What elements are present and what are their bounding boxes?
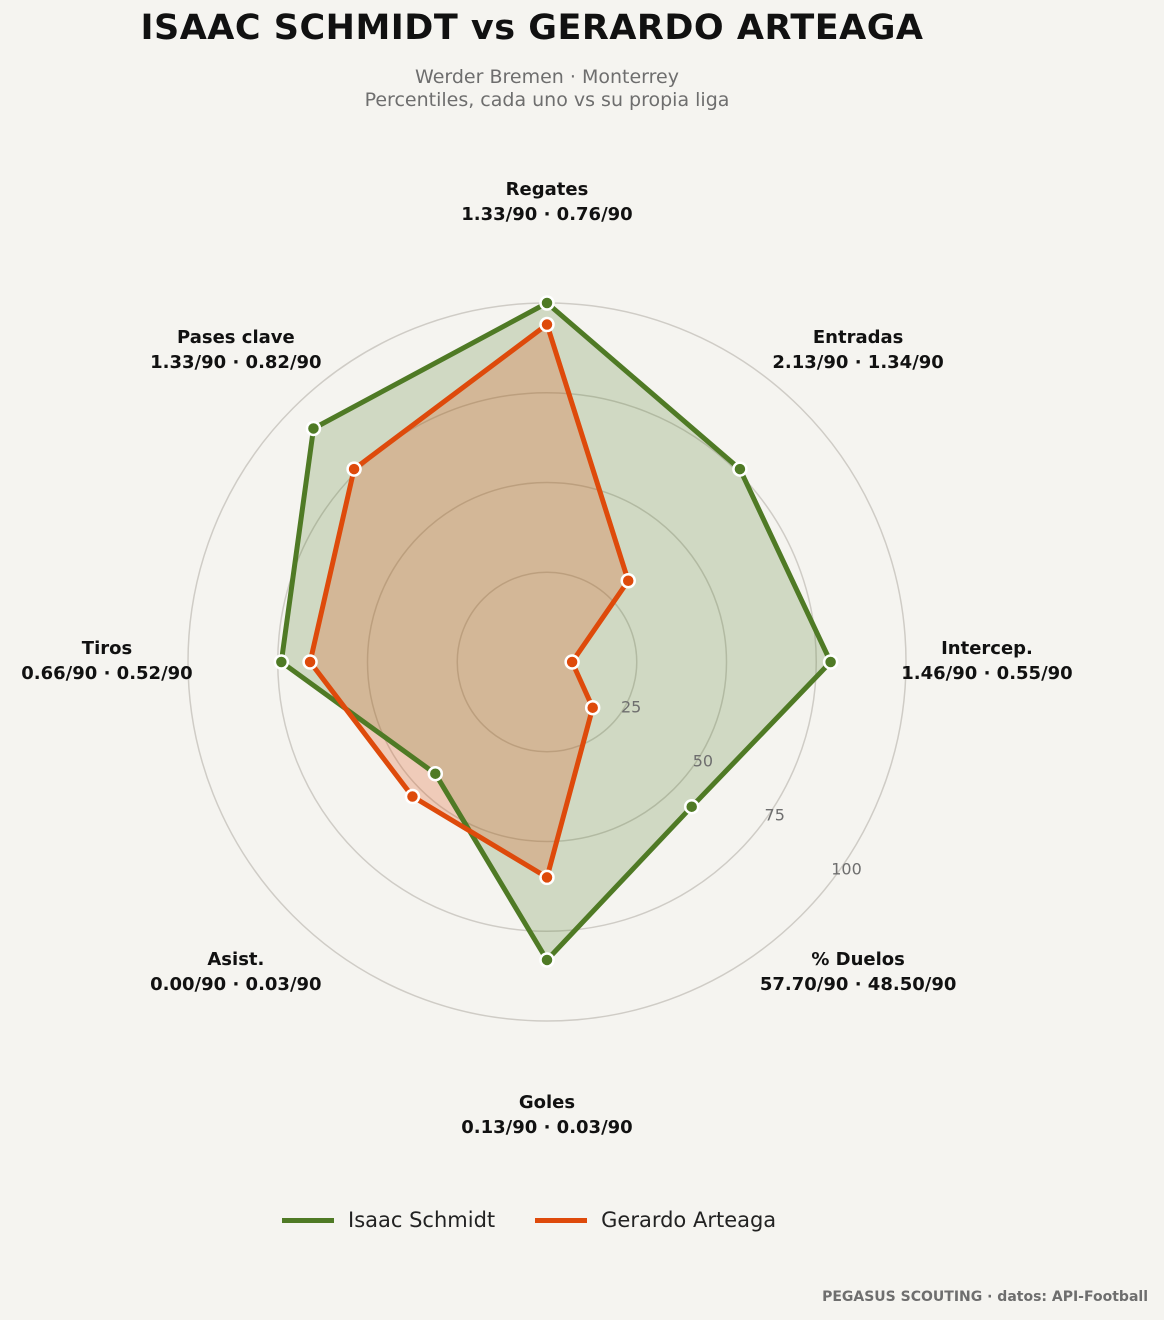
series-2-point-8 <box>346 461 362 477</box>
grid-ring-25 <box>456 571 638 753</box>
axis-label-6: Asist. <box>207 949 264 970</box>
footer-credit: PEGASUS SCOUTING · datos: API-Football <box>822 1289 1148 1305</box>
chart-legend: Isaac Schmidt Gerardo Arteaga <box>282 1208 816 1232</box>
series-1-point-3 <box>822 654 839 670</box>
series-2-point-1 <box>539 316 555 333</box>
axis-values-2: 2.13/90 · 1.34/90 <box>772 352 943 373</box>
legend-item-series-2: Gerardo Arteaga <box>535 1208 776 1232</box>
axis-label-1: Regates <box>506 179 589 200</box>
ring-tick-label-75: 75 <box>765 805 785 824</box>
series-1-point-6 <box>427 765 444 782</box>
legend-swatch-series-1 <box>282 1217 334 1223</box>
legend-label-series-1: Isaac Schmidt <box>348 1208 496 1232</box>
series-1-point-5 <box>539 952 555 968</box>
axis-values-1: 1.33/90 · 0.76/90 <box>461 204 632 225</box>
axis-label-5: Goles <box>519 1092 575 1113</box>
series-2-point-5 <box>539 869 555 886</box>
axis-values-8: 1.33/90 · 0.82/90 <box>150 352 321 373</box>
subtitle-description: Percentiles, cada uno vs su propia liga <box>364 89 730 111</box>
axis-values-6: 0.00/90 · 0.03/90 <box>150 974 321 995</box>
legend-item-series-1: Isaac Schmidt <box>282 1208 495 1232</box>
axis-values-7: 0.66/90 · 0.52/90 <box>21 663 192 684</box>
legend-swatch-series-2 <box>535 1217 588 1223</box>
axis-label-3: Intercep. <box>941 638 1033 659</box>
series-2-point-2 <box>620 573 636 589</box>
series-2-point-7 <box>302 654 318 670</box>
series-1-point-7 <box>273 654 290 670</box>
grid-ring-50 <box>366 481 728 843</box>
chart-subtitle: Werder Bremen · Monterrey Percentiles, c… <box>0 66 1094 112</box>
axis-label-7: Tiros <box>82 638 132 659</box>
chart-title: ISAAC SCHMIDT vs GERARDO ARTEAGA <box>140 8 924 48</box>
axis-label-8: Pases clave <box>177 327 295 348</box>
series-2-point-6 <box>404 788 421 805</box>
legend-label-series-2: Gerardo Arteaga <box>601 1208 777 1232</box>
series-1-point-4 <box>683 798 700 815</box>
series-1-point-8 <box>305 420 322 437</box>
axis-values-3: 1.46/90 · 0.55/90 <box>901 663 1072 684</box>
series-1-point-2 <box>732 461 748 477</box>
axis-values-5: 0.13/90 · 0.03/90 <box>461 1117 632 1138</box>
subtitle-teams: Werder Bremen · Monterrey <box>415 66 679 88</box>
ring-tick-label-100: 100 <box>831 859 862 878</box>
axis-label-4: % Duelos <box>811 949 905 970</box>
series-2-point-3 <box>564 654 580 670</box>
axis-values-4: 57.70/90 · 48.50/90 <box>760 974 957 995</box>
series-area-1 <box>281 303 831 960</box>
series-2-point-4 <box>584 699 601 716</box>
ring-tick-label-50: 50 <box>693 752 713 771</box>
ring-tick-label-25: 25 <box>621 698 641 717</box>
series-1-point-1 <box>539 295 555 311</box>
axis-label-2: Entradas <box>813 327 903 348</box>
